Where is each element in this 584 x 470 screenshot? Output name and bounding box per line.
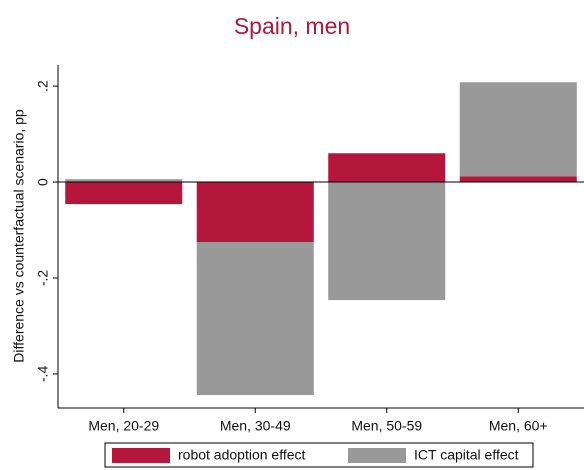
bar-segment [328, 182, 446, 301]
x-tick-label: Men, 30-49 [220, 418, 291, 434]
bar-segment [196, 242, 314, 396]
legend-box [104, 442, 534, 468]
bar-segment [459, 82, 577, 177]
x-tick-label: Men, 60+ [489, 418, 548, 434]
y-tick-label: -.2 [35, 270, 51, 287]
legend-label: ICT capital effect [414, 447, 519, 463]
x-tick-label: Men, 20-29 [88, 418, 159, 434]
legend-swatch [112, 448, 170, 463]
bar-segment [328, 153, 446, 183]
x-tick-label: Men, 50-59 [351, 418, 422, 434]
legend-swatch [348, 448, 406, 463]
y-axis-title: Difference vs counterfactual scenario, p… [11, 109, 27, 363]
chart-title: Spain, men [234, 13, 350, 39]
bar-segment [459, 176, 577, 183]
legend-label: robot adoption effect [178, 447, 306, 463]
y-tick-label: -.4 [35, 366, 51, 383]
bar-segment [196, 182, 314, 243]
bar-segment [65, 182, 183, 205]
y-tick-label: 0 [35, 178, 51, 186]
y-tick-label: .2 [35, 80, 51, 92]
bar-segment [65, 179, 183, 183]
